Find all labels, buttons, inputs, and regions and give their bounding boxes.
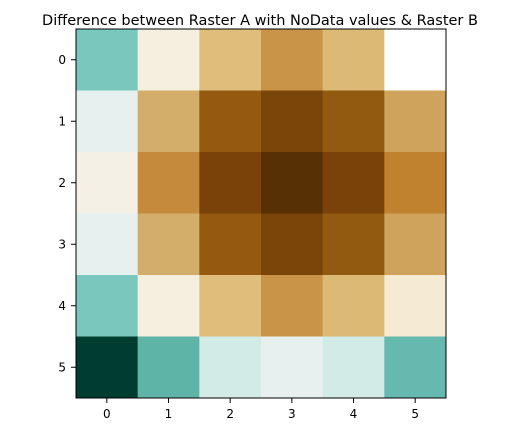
heatmap-cell-r0-c4	[322, 29, 385, 91]
x-tick-label: 2	[226, 407, 234, 421]
x-tick-label: 3	[288, 407, 296, 421]
x-tick-label: 1	[165, 407, 173, 421]
y-tick-label: 3	[58, 237, 66, 251]
heatmap-cell-r1-c2	[199, 90, 262, 153]
x-tick-label: 0	[103, 407, 111, 421]
heatmap-cell-r4-c4	[322, 275, 385, 337]
plot-frame	[75, 28, 447, 399]
heatmap-cell-r4-c3	[261, 275, 324, 337]
heatmap-cell-r3-c5	[384, 213, 447, 276]
heatmap-cell-r3-c1	[137, 213, 200, 276]
heatmap-cell-r2-c1	[137, 152, 200, 214]
heatmap-cell-r5-c3	[261, 336, 324, 399]
y-tick-label: 2	[58, 176, 66, 190]
heatmap-cell-r1-c0	[76, 90, 139, 153]
y-tick-label: 1	[58, 114, 66, 128]
heatmap-cell-r3-c0	[76, 213, 139, 276]
x-tick-label: 4	[350, 407, 358, 421]
y-tick-label: 5	[58, 360, 66, 374]
heatmap-cell-r4-c0	[76, 275, 139, 337]
heatmap-cell-r5-c5	[384, 336, 447, 399]
heatmap-cell-r5-c2	[199, 336, 262, 399]
x-axis: 0 1 2 3 4 5	[103, 398, 419, 421]
heatmap-cell-r1-c3	[261, 90, 324, 153]
y-tick-label: 4	[58, 299, 66, 313]
heatmap-cell-r3-c2	[199, 213, 262, 276]
heatmap-cell-r1-c4	[322, 90, 385, 153]
heatmap-cell-r1-c1	[137, 90, 200, 153]
heatmap-cells	[76, 29, 447, 399]
heatmap-cell-r2-c4	[322, 152, 385, 214]
y-tick-label: 0	[58, 53, 66, 67]
heatmap-cell-r5-c4	[322, 336, 385, 399]
heatmap-cell-r1-c5	[384, 90, 447, 153]
heatmap-cell-r4-c1	[137, 275, 200, 337]
heatmap-cell-r0-c1	[137, 29, 200, 91]
x-tick-label: 5	[411, 407, 419, 421]
heatmap-cell-r0-c2	[199, 29, 262, 91]
heatmap-cell-r5-c1	[137, 336, 200, 399]
heatmap-cell-r0-c0	[76, 29, 139, 91]
heatmap-cell-r2-c2	[199, 152, 262, 214]
heatmap-cell-r2-c5	[384, 152, 447, 214]
heatmap-cell-r2-c3	[261, 152, 324, 214]
heatmap-cell-r0-c3	[261, 29, 324, 91]
y-axis: 0 1 2 3 4 5	[58, 53, 76, 374]
chart-title: Difference between Raster A with NoData …	[42, 13, 478, 29]
heatmap-cell-r0-c5	[384, 29, 447, 91]
heatmap-cell-r4-c2	[199, 275, 262, 337]
heatmap-cell-r2-c0	[76, 152, 139, 214]
heatmap-cell-r5-c0	[76, 336, 139, 399]
heatmap-cell-r4-c5	[384, 275, 447, 337]
heatmap-cell-r3-c3	[261, 213, 324, 276]
heatmap-cell-r3-c4	[322, 213, 385, 276]
